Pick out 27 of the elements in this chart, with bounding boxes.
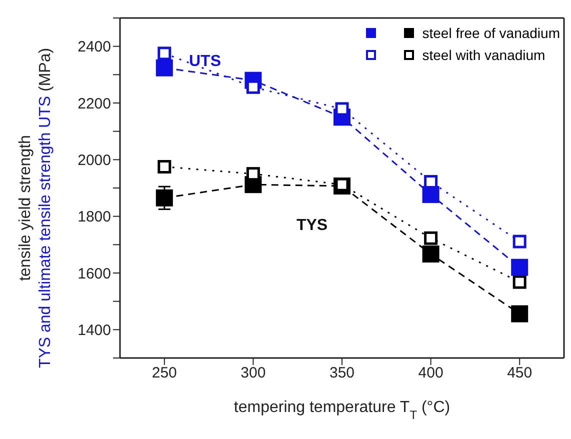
point (158, 46, 172, 60)
point (424, 231, 438, 245)
annotation: UTS (189, 53, 222, 70)
y-axis-title: tensile yield strength TYS and ultimate tensile strength UTS (MPa) (17, 48, 54, 368)
point (156, 59, 173, 76)
y-tick-label: 2000 (78, 152, 111, 169)
point (422, 246, 440, 263)
legend-label: steel with vanadium (422, 47, 546, 63)
point (512, 275, 526, 289)
point (511, 305, 528, 322)
point (511, 258, 528, 276)
x-tick-label: 350 (329, 364, 355, 382)
x-tick-label: 250 (152, 364, 177, 382)
x-axis-title: tempering temperature T$_{T}$ (°C) (234, 399, 450, 422)
x-tick-label: 450 (507, 364, 532, 382)
annotation: TYS (296, 217, 328, 234)
x-tick-label: 300 (240, 364, 266, 382)
y-tick-label: 2200 (78, 95, 111, 112)
y-tick-label: 1800 (78, 208, 111, 226)
y-tick-label: 1400 (78, 322, 111, 339)
legend-label: steel free of vanadium (422, 25, 560, 41)
point (156, 189, 173, 206)
x-tick-label: 400 (418, 364, 444, 382)
y-tick-label: 1600 (78, 265, 111, 282)
point (158, 160, 172, 174)
y-tick-label: 2400 (78, 38, 111, 56)
point (512, 234, 526, 248)
